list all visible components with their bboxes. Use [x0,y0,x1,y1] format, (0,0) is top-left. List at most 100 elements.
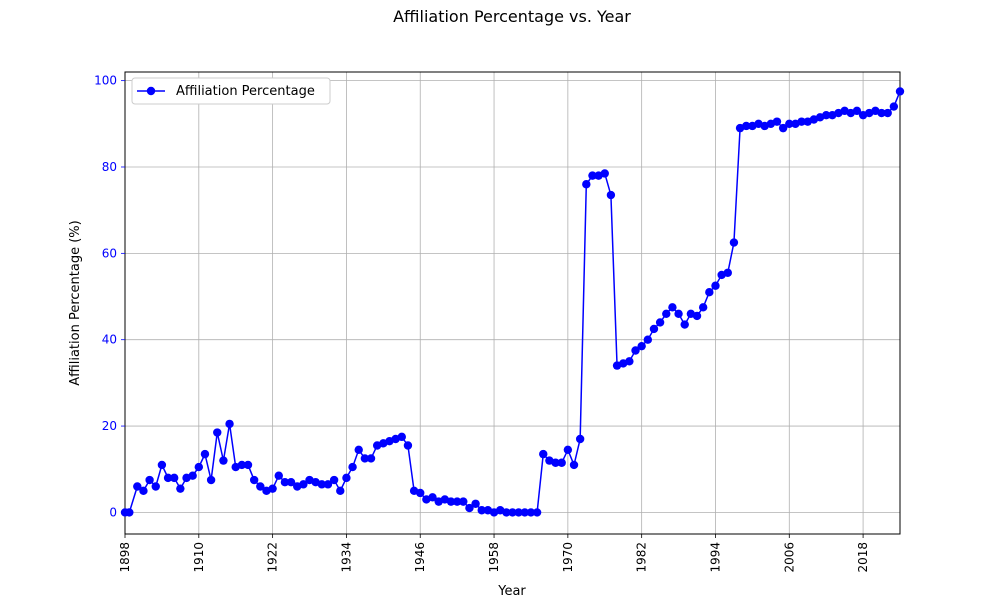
data-point [428,493,437,502]
data-point [502,508,511,517]
data-point [151,482,160,491]
data-point [336,486,345,496]
x-tick-label: 2018 [856,542,870,573]
data-point [163,473,173,483]
x-tick-label: 1982 [635,542,649,573]
y-tick-label: 20 [102,419,117,433]
x-axis-label: Year [497,584,526,599]
data-point [649,324,659,334]
data-point [539,449,548,459]
data-point [286,477,296,487]
data-point [698,303,708,312]
data-point [723,268,732,277]
data-point [471,499,480,508]
data-point [797,117,806,126]
data-point [219,456,228,465]
data-point [176,484,185,493]
y-tick-label: 0 [109,505,117,519]
data-point [637,341,646,351]
data-point [631,346,640,355]
data-point [206,475,216,485]
data-point [772,117,782,126]
grid [124,72,900,534]
data-point [895,87,905,96]
data-point [711,281,720,290]
data-point [157,460,167,470]
data-point [680,320,689,329]
series-affiliation-percentage [120,87,905,517]
data-point [582,180,591,189]
data-point [674,309,683,318]
chart-title: Affiliation Percentage vs. Year [393,7,631,26]
data-point [145,475,154,485]
y-tick-label: 40 [102,333,117,347]
data-point [416,488,425,498]
data-point [551,458,560,467]
data-point [655,318,665,327]
data-point [342,473,351,483]
data-point [557,458,566,467]
data-point [243,460,253,470]
data-point [785,119,794,129]
data-point [213,428,222,437]
legend-marker-swatch [146,86,156,96]
data-point [133,482,142,491]
data-point [237,460,247,470]
series-line [125,91,901,514]
data-point [575,434,585,444]
y-axis: 0 20 40 60 80 100 [94,74,125,519]
data-point [563,445,573,454]
data-point [256,482,265,491]
legend: Affiliation Percentage [131,77,331,105]
x-tick-label: 2006 [782,542,796,573]
data-point [225,419,234,429]
x-tick-label: 1910 [192,542,206,573]
data-point [877,108,886,118]
data-point [662,309,671,318]
x-tick-label: 1994 [708,542,722,573]
x-tick-label: 1922 [266,542,280,573]
data-point [268,484,277,493]
data-point [348,462,357,472]
data-point [514,508,523,517]
data-point [569,460,579,470]
data-point [188,471,197,480]
data-point [249,475,259,485]
data-point [360,454,370,463]
data-point [778,123,788,133]
data-point [588,171,597,180]
data-point [705,288,714,297]
data-point [274,471,283,480]
data-point [668,303,677,312]
data-point [452,497,462,506]
x-tick-label: 1946 [413,542,427,573]
y-tick-label: 100 [94,74,117,88]
y-tick-label: 60 [102,246,117,260]
data-point [139,486,148,496]
data-point [526,508,536,517]
data-point [520,508,529,517]
data-point [125,508,134,517]
x-tick-label: 1898 [118,542,132,573]
data-point [280,477,290,487]
data-point [643,335,653,344]
data-point [170,473,179,483]
data-point [692,311,702,321]
legend-label: Affiliation Percentage [176,84,315,99]
data-point [625,357,634,366]
data-point [397,432,406,442]
legend-box [131,77,331,105]
data-point [446,497,456,506]
plot-area [124,71,901,535]
data-point [729,238,739,247]
data-point [600,169,609,178]
y-axis-label: Affiliation Percentage (%) [68,220,83,385]
data-point [889,102,899,111]
x-axis: 1898 1910 1922 1934 1946 1958 1970 1982 1994 2006… [118,534,870,573]
data-point [465,503,474,513]
data-point [317,480,327,489]
data-point [459,497,468,506]
data-point [366,454,376,463]
data-point [742,121,751,131]
